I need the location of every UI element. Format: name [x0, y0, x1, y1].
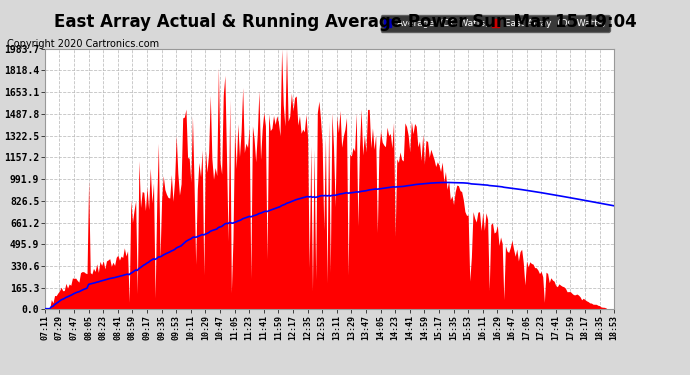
Text: East Array Actual & Running Average Power Sun Mar 15 19:04: East Array Actual & Running Average Powe…	[54, 13, 636, 31]
Text: Copyright 2020 Cartronics.com: Copyright 2020 Cartronics.com	[7, 39, 159, 50]
Legend:  Average  (DC Watts),  East Array  (DC Watts): Average (DC Watts), East Array (DC Watts…	[380, 15, 609, 32]
